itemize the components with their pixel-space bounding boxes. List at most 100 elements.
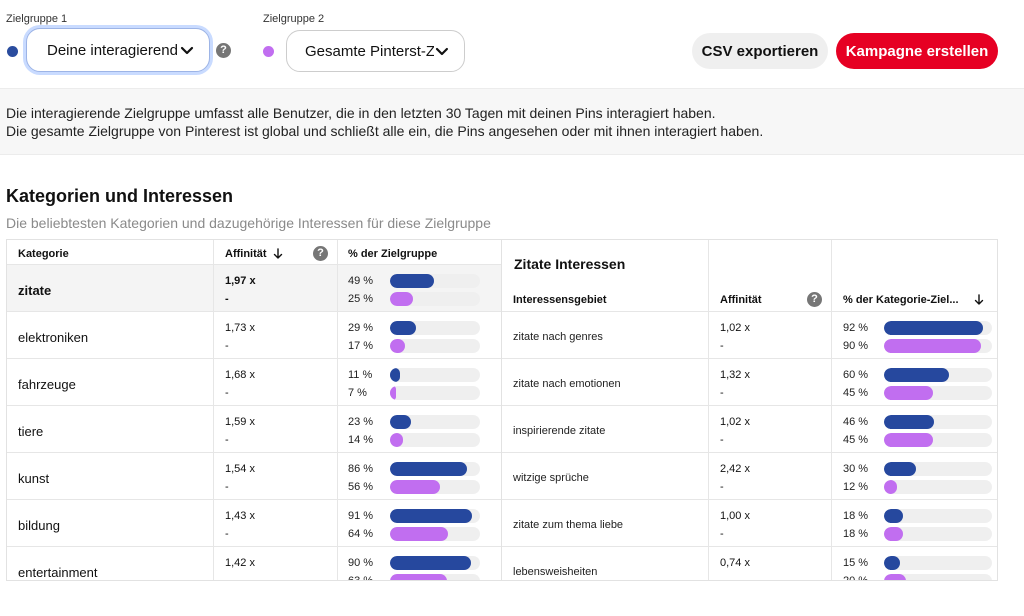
affinity-compare-value: - — [225, 340, 229, 352]
interest-row[interactable]: witzige sprüche 2,42 x - 30 % 12 % — [502, 453, 997, 500]
group2-bar-track — [390, 574, 480, 580]
group2-bar-track — [884, 433, 992, 447]
info-line-2: Die gesamte Zielgruppe von Pinterest ist… — [6, 123, 764, 139]
column-header-interest-affinity[interactable]: Affinität — [720, 294, 762, 306]
export-csv-button[interactable]: CSV exportieren — [692, 33, 828, 69]
affinity-compare-value: - — [225, 481, 229, 493]
group2-color-dot — [263, 46, 274, 57]
group2-bar — [390, 339, 405, 353]
row-divider — [502, 499, 997, 500]
group2-bar-track — [884, 480, 992, 494]
category-row[interactable]: fahrzeuge 1,68 x - 11 % 7 % — [7, 359, 501, 406]
interests-table: Zitate Interessen Interessensgebiet Affi… — [502, 239, 998, 581]
column-header-category-share[interactable]: % der Kategorie-Ziel... — [843, 293, 985, 307]
category-row[interactable]: bildung 1,43 x - 91 % 64 % — [7, 500, 501, 547]
header-divider — [7, 264, 501, 265]
interest-name: inspirierende zitate — [513, 425, 606, 437]
group2-bar-track — [390, 339, 480, 353]
category-name: bildung — [18, 518, 60, 533]
affinity-value: 1,97 x — [225, 275, 256, 287]
group2-percent: 64 % — [348, 528, 374, 540]
group2-bar — [884, 433, 933, 447]
group1-percent: 29 % — [348, 322, 374, 334]
row-divider — [502, 452, 997, 453]
interest-affinity-help-icon[interactable]: ? — [807, 292, 822, 307]
group1-bar-track — [390, 368, 480, 382]
group1-bar — [884, 415, 934, 429]
group2-percent: 45 % — [843, 434, 869, 446]
affinity-compare-value: - — [225, 575, 229, 581]
group1-bar-track — [884, 321, 992, 335]
affinity-value: 1,02 x — [720, 416, 750, 428]
group2-bar-track — [390, 527, 480, 541]
interest-row[interactable]: zitate nach emotionen 1,32 x - 60 % 45 % — [502, 359, 997, 406]
group1-percent: 18 % — [843, 510, 869, 522]
group2-bar-track — [390, 433, 480, 447]
category-name: fahrzeuge — [18, 377, 76, 392]
categories-table: Kategorie Affinität ? % der Zielgruppe z… — [6, 239, 502, 581]
column-header-interest[interactable]: Interessensgebiet — [513, 294, 607, 306]
arrow-down-icon — [974, 294, 983, 305]
affinity-value: 1,59 x — [225, 416, 255, 428]
column-header-affinity[interactable]: Affinität — [225, 247, 284, 261]
row-divider — [7, 546, 501, 547]
category-row[interactable]: elektroniken 1,73 x - 29 % 17 % — [7, 312, 501, 359]
affinity-value: 0,74 x — [720, 557, 750, 569]
interest-row[interactable]: zitate nach genres 1,02 x - 92 % 90 % — [502, 312, 997, 359]
column-header-audience-share[interactable]: % der Zielgruppe — [348, 248, 438, 260]
group2-bar — [390, 574, 447, 580]
category-row[interactable]: kunst 1,54 x - 86 % 56 % — [7, 453, 501, 500]
affinity-compare-value: - — [225, 293, 229, 305]
group2-percent: 18 % — [843, 528, 869, 540]
group2-bar — [390, 292, 413, 306]
affinity-compare-value: - — [720, 481, 724, 493]
interest-row[interactable]: inspirierende zitate 1,02 x - 46 % 45 % — [502, 406, 997, 453]
group2-percent: 17 % — [348, 340, 374, 352]
group1-select[interactable]: Deine interagierend — [26, 28, 210, 72]
group1-bar-track — [390, 509, 480, 523]
interests-title: Zitate Interessen — [514, 256, 626, 272]
category-row[interactable]: zitate 1,97 x - 49 % 25 % — [7, 265, 501, 312]
group2-bar-track — [884, 574, 992, 580]
row-divider — [7, 405, 501, 406]
group2-bar-track — [390, 292, 480, 306]
interest-name: lebensweisheiten — [513, 566, 598, 578]
row-divider — [502, 546, 997, 547]
group1-bar-track — [390, 274, 480, 288]
affinity-value: 1,73 x — [225, 322, 255, 334]
create-campaign-button[interactable]: Kampagne erstellen — [836, 33, 998, 69]
row-divider — [7, 311, 501, 312]
group1-percent: 90 % — [348, 557, 374, 569]
group2-percent: 12 % — [843, 481, 869, 493]
group2-bar-track — [884, 527, 992, 541]
group1-bar — [884, 509, 903, 523]
interest-row[interactable]: zitate zum thema liebe 1,00 x - 18 % 18 % — [502, 500, 997, 547]
audience-selector-bar: Zielgruppe 1 Deine interagierend ? Zielg… — [0, 0, 1024, 88]
interest-name: zitate nach emotionen — [513, 378, 621, 390]
audience-info: Die interagierende Zielgruppe umfasst al… — [0, 88, 1024, 155]
group1-bar-track — [390, 556, 480, 570]
interest-row[interactable]: lebensweisheiten 0,74 x - 15 % 20 % — [502, 547, 997, 580]
group1-percent: 23 % — [348, 416, 374, 428]
help-icon[interactable]: ? — [216, 43, 231, 58]
affinity-value: 1,02 x — [720, 322, 750, 334]
category-name: kunst — [18, 471, 50, 486]
interest-name: zitate zum thema liebe — [513, 519, 624, 531]
group2-select[interactable]: Gesamte Pinterst-Z — [286, 30, 465, 72]
column-divider — [708, 240, 709, 580]
affinity-help-icon[interactable]: ? — [313, 246, 328, 261]
group1-bar — [390, 368, 400, 382]
group1-bar-track — [884, 509, 992, 523]
group1-bar — [390, 274, 434, 288]
group1-bar — [884, 368, 949, 382]
row-divider — [7, 499, 501, 500]
column-header-category[interactable]: Kategorie — [18, 248, 69, 260]
category-row[interactable]: tiere 1,59 x - 23 % 14 % — [7, 406, 501, 453]
group2-bar — [884, 527, 903, 541]
group2-bar — [390, 386, 396, 400]
category-row[interactable]: entertainment 1,42 x - 90 % 63 % — [7, 547, 501, 581]
affinity-value: 1,42 x — [225, 557, 255, 569]
group1-bar — [884, 462, 916, 476]
group1-bar-track — [884, 368, 992, 382]
group1-percent: 92 % — [843, 322, 869, 334]
